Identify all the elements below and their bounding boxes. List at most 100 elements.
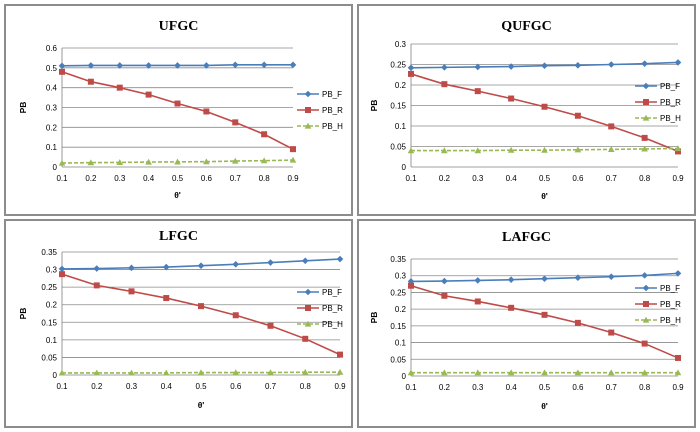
data-point-pb-h (174, 158, 181, 165)
data-point-pb-f (289, 61, 297, 69)
legend-marker-pb-f (642, 82, 650, 90)
data-point-pb-h (474, 147, 482, 154)
data-point-pb-f (336, 255, 344, 263)
legend-marker-pb-r (305, 107, 311, 113)
data-point-pb-h (116, 159, 124, 166)
data-point-pb-r (198, 303, 204, 310)
y-tick-label: 0 (53, 371, 58, 380)
data-point-pb-h (197, 369, 205, 376)
y-tick-label: 0.05 (390, 355, 406, 364)
x-tick-label: 0.4 (161, 382, 173, 391)
data-point-pb-f (474, 63, 482, 71)
legend-label-pb-f: PB_F (322, 288, 342, 297)
data-point-pb-h (145, 158, 152, 165)
x-tick-label: 0.6 (201, 174, 213, 183)
legend-label-pb-r: PB_R (660, 300, 681, 309)
data-point-pb-r (508, 304, 515, 311)
chart-title: UFGC (159, 19, 199, 34)
y-tick-label: 0.4 (46, 84, 58, 93)
data-point-pb-h (541, 369, 548, 376)
data-point-pb-h (128, 369, 135, 376)
y-tick-label: 0.15 (41, 318, 57, 327)
x-tick-label: 0.7 (230, 174, 242, 183)
x-tick-label: 0.7 (606, 174, 618, 183)
data-point-pb-h (641, 145, 648, 152)
x-axis-label: θ' (541, 191, 548, 201)
data-point-pb-h (232, 369, 240, 376)
data-point-pb-h (87, 159, 95, 166)
data-point-pb-h (58, 369, 66, 376)
x-tick-label: 0.1 (56, 382, 68, 391)
x-tick-label: 0.7 (606, 383, 618, 392)
data-point-pb-f (574, 62, 582, 69)
data-point-pb-f (541, 62, 548, 70)
data-point-pb-f (474, 277, 482, 284)
data-point-pb-r (337, 351, 343, 358)
x-tick-label: 0.9 (334, 382, 346, 391)
x-tick-label: 0.5 (195, 382, 207, 391)
y-tick-label: 0.2 (46, 301, 58, 310)
data-point-pb-r (408, 282, 414, 289)
legend-label-pb-h: PB_H (322, 320, 343, 329)
x-tick-label: 0.4 (506, 383, 518, 392)
y-tick-label: 0.25 (41, 283, 57, 292)
x-tick-label: 0.6 (572, 174, 584, 183)
y-tick-label: 0.3 (46, 104, 58, 113)
chart-qufgc: QUFGC 0 0.05 0.1 0.15 0.2 0.25 0.3 0.1 0.2 0.3 0.4 0… (369, 19, 684, 201)
chart-ufgc: UFGC 0 0.1 0.2 0.3 0.4 0.5 0.6 0.1 0.2 0.3 0.4 0.5 0.… (18, 19, 343, 200)
x-tick-label: 0.2 (439, 383, 451, 392)
data-point-pb-h (407, 369, 415, 376)
y-axis-label: PB (369, 312, 379, 324)
data-point-pb-h (574, 146, 582, 153)
y-tick-label: 0.2 (46, 123, 58, 132)
data-point-pb-r (203, 108, 210, 115)
data-point-pb-r (302, 335, 309, 342)
x-tick-label: 0.5 (539, 383, 551, 392)
data-point-pb-r (441, 81, 448, 88)
x-tick-label: 0.3 (472, 383, 484, 392)
data-point-pb-r (474, 298, 481, 305)
x-tick-label: 0.9 (672, 174, 684, 183)
data-point-pb-r (174, 100, 181, 107)
x-tick-label: 0.1 (405, 383, 417, 392)
legend-marker-pb-h (304, 320, 312, 327)
x-tick-label: 0.4 (506, 174, 518, 183)
data-point-pb-r (541, 311, 548, 318)
data-point-pb-h (231, 157, 239, 164)
data-point-pb-f (232, 261, 240, 268)
data-point-pb-r (128, 288, 135, 295)
data-point-pb-r (541, 103, 548, 110)
data-point-pb-r (675, 148, 681, 155)
data-point-pb-h (441, 147, 448, 154)
series-line-pb-r (61, 273, 341, 356)
x-tick-label: 0.3 (472, 174, 484, 183)
data-point-pb-f (145, 62, 152, 69)
data-point-pb-f (301, 257, 309, 265)
chart-title: LAFGC (502, 230, 551, 245)
x-tick-label: 0.7 (265, 382, 277, 391)
x-tick-label: 0.5 (172, 174, 184, 183)
legend-marker-pb-f (304, 90, 312, 98)
data-point-pb-r (59, 68, 65, 75)
data-point-pb-f (607, 273, 615, 281)
x-tick-label: 0.4 (143, 174, 155, 183)
y-tick-label: 0 (53, 163, 58, 172)
data-point-pb-h (674, 145, 682, 152)
y-tick-label: 0.1 (46, 336, 58, 345)
data-point-pb-h (607, 369, 615, 376)
legend-label-pb-r: PB_R (322, 106, 343, 115)
y-tick-label: 0.25 (390, 61, 406, 70)
data-point-pb-r (441, 292, 448, 299)
y-tick-label: 0.3 (46, 266, 58, 275)
data-point-pb-r (232, 119, 239, 126)
y-axis-label: PB (18, 308, 28, 320)
x-tick-label: 0.5 (539, 174, 551, 183)
data-point-pb-f (441, 277, 448, 285)
data-point-pb-f (128, 264, 135, 272)
data-point-pb-f (267, 259, 274, 266)
series-line-pb-r (410, 284, 679, 359)
data-point-pb-r (508, 95, 515, 102)
chart-panel-lfgc: LFGC 0 0.05 0.1 0.15 0.2 0.25 0.3 0.35 0.1 0.2 0.3 0… (4, 219, 353, 428)
x-tick-label: 0.2 (85, 174, 97, 183)
legend-label-pb-r: PB_R (322, 304, 343, 313)
